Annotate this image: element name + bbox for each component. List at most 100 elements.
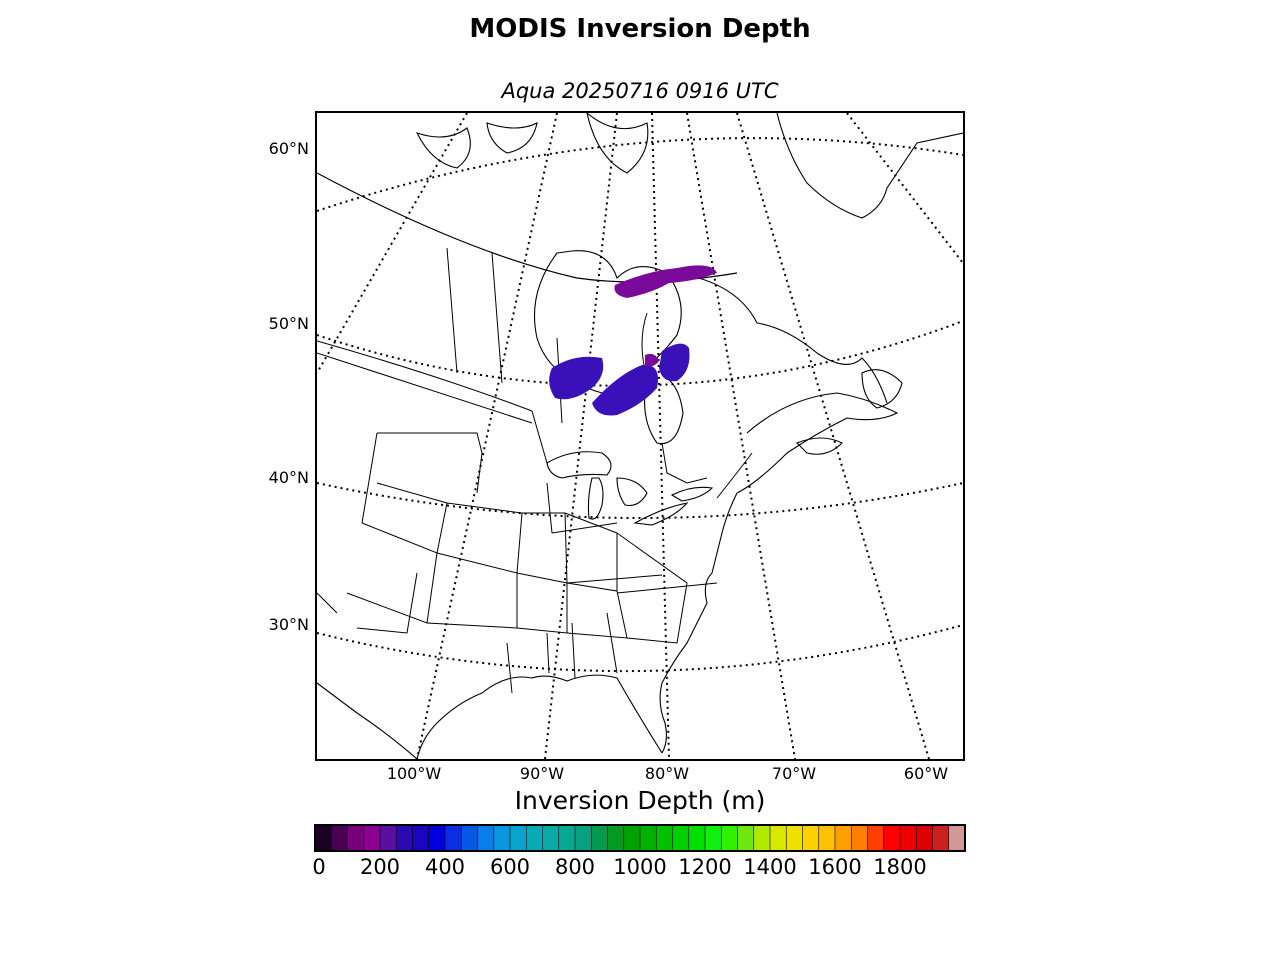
colorbar-border <box>314 824 966 852</box>
lon-label-90w: 90°W <box>519 764 565 783</box>
meridian-90w <box>544 113 618 759</box>
lon-label-100w: 100°W <box>386 764 442 783</box>
meridian-70w <box>686 113 796 759</box>
colorbar-segment <box>542 825 560 851</box>
canada-us-border-east <box>716 452 753 499</box>
lat-line-40n <box>317 482 963 519</box>
chart-title: MODIS Inversion Depth <box>469 14 811 44</box>
colorbar-segment <box>640 825 657 851</box>
colorbar-tick-label: 800 <box>554 855 596 879</box>
colorbar-segment <box>802 825 820 851</box>
st-lawrence-coast <box>736 392 899 494</box>
colorbar-segment <box>916 825 933 851</box>
hudson-bay <box>534 250 682 394</box>
data-patch-west <box>549 356 604 400</box>
lat-label-50n: 50°N <box>268 314 309 333</box>
colorbar-segment <box>428 825 446 851</box>
colorbar-segment <box>445 825 462 851</box>
colorbar-segment <box>526 825 543 851</box>
map-canvas <box>317 113 963 759</box>
colorbar-tick-label: 0 <box>312 855 326 879</box>
latitude-lines <box>317 137 963 673</box>
colorbar-segment <box>575 825 592 851</box>
colorbar-segment <box>900 825 917 851</box>
lat-label-40n: 40°N <box>268 468 309 487</box>
gulf-coast <box>416 674 663 759</box>
coastlines <box>317 113 963 759</box>
lake-huron <box>616 477 648 507</box>
colorbar-segment <box>331 825 348 851</box>
colorbar-segment <box>380 825 397 851</box>
greenland-coast <box>776 113 963 219</box>
lake-michigan <box>587 477 604 520</box>
lake-ontario <box>670 486 714 502</box>
colorbar-segment <box>672 825 690 851</box>
arctic-island-2 <box>486 122 538 154</box>
lat-label-60n: 60°N <box>268 139 309 158</box>
lat-line-60n <box>317 137 963 212</box>
lat-label-30n: 30°N <box>268 615 309 634</box>
colorbar-segment <box>656 825 673 851</box>
colorbar-segment <box>493 825 511 851</box>
chart-subtitle: Aqua 20250716 0916 UTC <box>501 79 779 103</box>
colorbar-segment <box>688 825 706 851</box>
colorbar-segment <box>558 825 576 851</box>
lake-erie <box>633 502 689 526</box>
data-patch-central <box>592 364 658 416</box>
meridian-100w <box>416 113 558 759</box>
colorbar-segment <box>770 825 787 851</box>
colorbar-segment <box>721 825 738 851</box>
baffin-island <box>586 113 649 174</box>
newfoundland <box>861 369 903 409</box>
colorbar-tick-label: 1200 <box>678 855 732 879</box>
james-bay <box>644 374 684 445</box>
colorbar-segment <box>623 825 641 851</box>
pei-coast <box>796 437 843 455</box>
colorbar-tick-label: 1400 <box>743 855 797 879</box>
meridian-80w <box>651 113 670 759</box>
longitude-lines <box>317 113 963 759</box>
colorbar-segment <box>347 825 365 851</box>
lon-label-70w: 70°W <box>771 764 817 783</box>
colorbar-tick-label: 1600 <box>808 855 862 879</box>
colorbar-segment <box>705 825 722 851</box>
lon-label-60w: 60°W <box>903 764 949 783</box>
political-borders <box>317 247 753 694</box>
lat-line-30n <box>317 624 963 673</box>
colorbar-segment <box>363 825 381 851</box>
colorbar <box>314 824 966 852</box>
colorbar-segment <box>851 825 868 851</box>
colorbar-segment <box>396 825 413 851</box>
atlantic-coast-us <box>659 492 738 754</box>
colorbar-tick-label: 400 <box>424 855 466 879</box>
inversion-data <box>549 265 717 416</box>
arctic-island-1 <box>415 127 471 169</box>
labrador-coast <box>676 272 888 404</box>
colorbar-segment <box>737 825 755 851</box>
colorbar-segment <box>786 825 803 851</box>
colorbar-segment <box>461 825 478 851</box>
colorbar-segment <box>948 825 966 851</box>
colorbar-segment <box>867 825 885 851</box>
lon-label-80w: 80°W <box>644 764 690 783</box>
data-patch-east <box>659 343 690 382</box>
map-panel <box>315 111 965 761</box>
colorbar-segment <box>591 825 608 851</box>
colorbar-tick-label: 600 <box>489 855 531 879</box>
meridian-60w <box>736 113 930 759</box>
colorbar-segment <box>883 825 901 851</box>
data-patch-small <box>645 353 659 367</box>
meridian-110w <box>317 113 468 374</box>
colorbar-tick-label: 1000 <box>613 855 667 879</box>
colorbar-segment <box>932 825 950 851</box>
colorbar-segment <box>477 825 495 851</box>
colorbar-segment <box>607 825 625 851</box>
mexico-coast <box>317 682 418 759</box>
colorbar-segment <box>818 825 836 851</box>
colorbar-segment <box>510 825 527 851</box>
data-patch-north <box>614 265 717 298</box>
colorbar-tick-label: 1800 <box>873 855 927 879</box>
canada-us-border-west <box>317 340 533 412</box>
lake-superior <box>546 451 612 479</box>
colorbar-segment <box>835 825 852 851</box>
